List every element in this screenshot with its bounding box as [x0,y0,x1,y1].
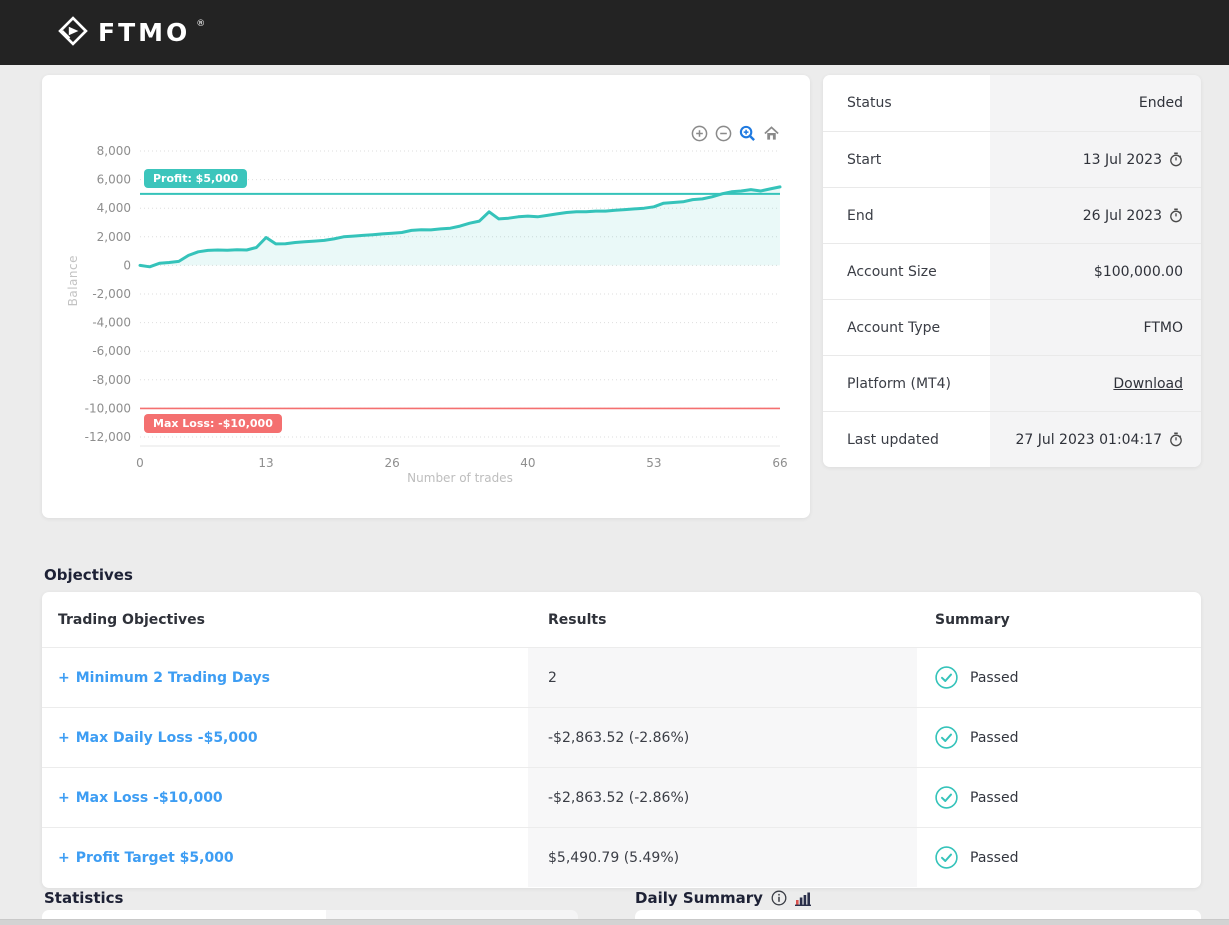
objective-result: -$2,863.52 (-2.86%) [548,729,690,746]
expand-icon[interactable]: + [58,789,70,806]
start-date-value: 13 Jul 2023 [1082,151,1162,168]
info-label: End [823,188,990,243]
check-circle-icon [935,846,958,869]
max-loss-badge: Max Loss: -$10,000 [144,414,282,434]
info-row-platform: Platform (MT4) Download [823,355,1201,411]
svg-text:66: 66 [772,456,787,470]
summary-status: Passed [970,669,1019,686]
status-value: Ended [1138,95,1183,111]
account-size-value: $100,000.00 [1093,263,1183,280]
info-label: Platform (MT4) [823,356,990,411]
summary-status: Passed [970,789,1019,806]
summary-status: Passed [970,849,1019,866]
chart-area: 8,000 6,000 4,000 2,000 0 -2,000 -4,000 -6,000 -… [52,105,797,518]
info-row-account-type: Account Type FTMO [823,299,1201,355]
info-label: Start [823,132,990,187]
clock-icon [1170,432,1182,447]
info-icon[interactable] [771,890,787,906]
daily-summary-heading: Daily Summary [635,889,811,907]
objective-link[interactable]: + Max Daily Loss -$5,000 [58,729,258,746]
svg-text:53: 53 [646,456,661,470]
balance-chart[interactable]: 8,000 6,000 4,000 2,000 0 -2,000 -4,000 -6,000 -… [52,105,797,518]
objective-row-max-daily-loss: + Max Daily Loss -$5,000 -$2,863.52 (-2.8… [42,707,1201,767]
app-header: FTMO ® [0,0,1229,65]
svg-text:0: 0 [123,258,131,272]
zoom-in-icon[interactable] [691,125,708,142]
svg-text:2,000: 2,000 [97,230,131,244]
check-circle-icon [935,786,958,809]
svg-text:40: 40 [520,456,535,470]
info-label: Status [823,75,990,131]
reset-home-icon[interactable] [763,125,780,142]
account-type-value: FTMO [1143,319,1183,336]
clock-icon [1170,208,1182,223]
summary-status: Passed [970,729,1019,746]
expand-icon[interactable]: + [58,669,70,686]
svg-text:13: 13 [258,456,273,470]
objective-result: 2 [548,669,557,686]
bar-chart-icon[interactable] [794,890,811,906]
end-date-value: 26 Jul 2023 [1082,207,1162,224]
profit-target-badge: Profit: $5,000 [144,168,248,188]
objectives-heading: Objectives [44,566,133,584]
svg-text:-12,000: -12,000 [85,430,131,444]
balance-chart-card: 8,000 6,000 4,000 2,000 0 -2,000 -4,000 -6,000 -… [42,75,810,518]
account-info-card: Status Ended Start 13 Jul 2023 End 26 Ju… [823,75,1201,467]
svg-text:8,000: 8,000 [97,144,131,158]
info-row-last-updated: Last updated 27 Jul 2023 01:04:17 [823,411,1201,467]
svg-text:4,000: 4,000 [97,201,131,215]
objective-result: $5,490.79 (5.49%) [548,849,680,866]
objective-row-profit-target: + Profit Target $5,000 $5,490.79 (5.49%) … [42,827,1201,887]
expand-icon[interactable]: + [58,849,70,866]
x-axis-title: Number of trades [407,471,513,485]
svg-text:0: 0 [136,456,144,470]
svg-text:-8,000: -8,000 [92,373,131,387]
col-summary: Summary [935,611,1010,628]
selection-zoom-icon[interactable] [739,125,756,142]
check-circle-icon [935,666,958,689]
clock-icon [1170,152,1182,167]
objective-row-min-trading-days: + Minimum 2 Trading Days 2 Passed [42,647,1201,707]
svg-text:26: 26 [384,456,399,470]
objective-link[interactable]: + Max Loss -$10,000 [58,789,223,806]
svg-text:-4,000: -4,000 [92,316,131,330]
info-row-start: Start 13 Jul 2023 [823,131,1201,187]
objectives-header-row: Trading Objectives Results Summary [42,592,1201,647]
zoom-out-icon[interactable] [715,125,732,142]
registered-mark: ® [196,18,206,29]
ftmo-logo-icon [58,15,88,50]
info-row-status: Status Ended [823,75,1201,131]
svg-text:-10,000: -10,000 [85,401,131,415]
col-results: Results [548,611,607,628]
info-label: Account Size [823,244,990,299]
objective-link[interactable]: + Minimum 2 Trading Days [58,669,271,686]
info-row-end: End 26 Jul 2023 [823,187,1201,243]
svg-text:6,000: 6,000 [97,173,131,187]
last-updated-value: 27 Jul 2023 01:04:17 [1015,431,1162,448]
objectives-table: Trading Objectives Results Summary + Mini… [42,592,1201,888]
statistics-heading: Statistics [44,889,124,907]
ftmo-logo[interactable]: FTMO ® [58,15,209,50]
info-label: Last updated [823,412,990,467]
svg-text:-2,000: -2,000 [92,287,131,301]
expand-icon[interactable]: + [58,729,70,746]
bottom-scroll-strip[interactable] [0,919,1229,925]
col-trading-objectives: Trading Objectives [58,611,206,628]
brand-name: FTMO [98,18,191,47]
info-label: Account Type [823,300,990,355]
download-link[interactable]: Download [1113,375,1183,392]
objective-link[interactable]: + Profit Target $5,000 [58,849,234,866]
check-circle-icon [935,726,958,749]
objective-result: -$2,863.52 (-2.86%) [548,789,690,806]
y-axis-title: Balance [66,255,80,307]
objective-row-max-loss: + Max Loss -$10,000 -$2,863.52 (-2.86%) P… [42,767,1201,827]
chart-toolbar [691,125,780,142]
svg-text:-6,000: -6,000 [92,344,131,358]
info-row-account-size: Account Size $100,000.00 [823,243,1201,299]
